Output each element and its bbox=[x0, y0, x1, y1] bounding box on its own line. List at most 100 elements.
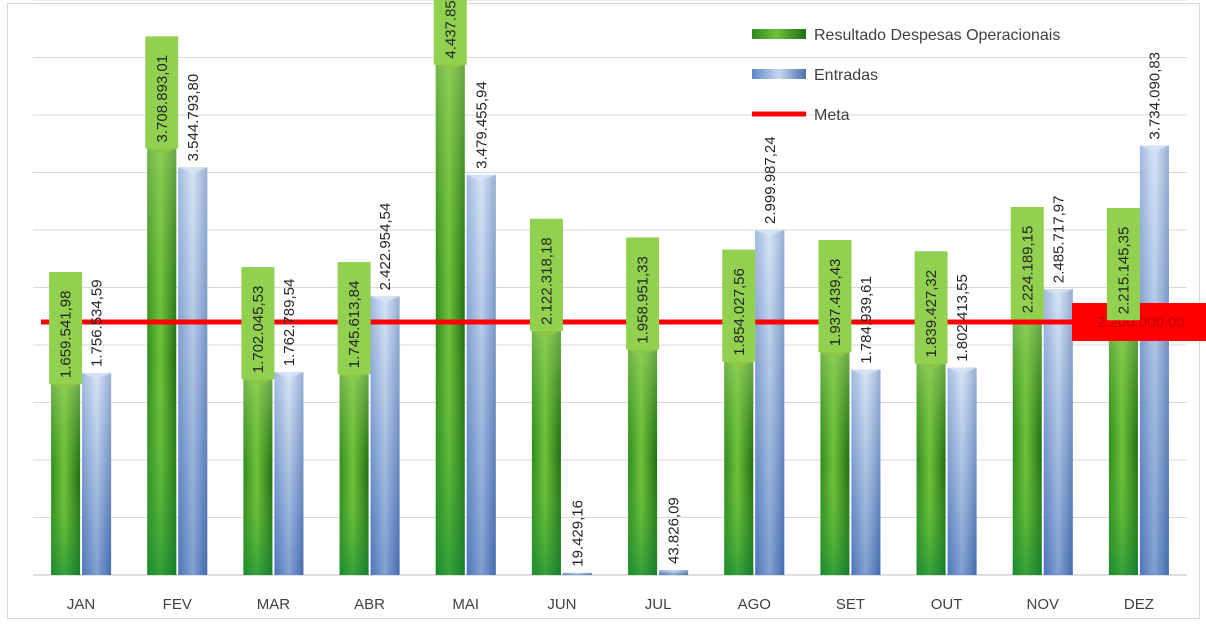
data-label-entradas-group: 2.485.717,97 bbox=[1050, 196, 1067, 284]
x-tick-label: JUN bbox=[547, 596, 576, 613]
data-label-entradas-group: 1.762.789,54 bbox=[281, 279, 298, 367]
data-label-despesas-group: 3.708.893,01 bbox=[145, 36, 179, 149]
data-label-despesas-group: 1.958.951,33 bbox=[626, 237, 660, 350]
data-label-despesas: 2.215.145,35 bbox=[1115, 227, 1132, 315]
bar-entradas bbox=[274, 372, 304, 575]
x-tick-label: ABR bbox=[354, 596, 385, 613]
x-axis-ticks: JAN FEV MAR ABR MAI JUN JUL AGO SET OUT NOV DEZ bbox=[67, 596, 1154, 613]
data-label-background bbox=[818, 239, 852, 353]
bar-despesas bbox=[628, 349, 658, 575]
data-label-entradas: 1.784.939,61 bbox=[858, 276, 875, 364]
data-label-entradas: 1.756.534,59 bbox=[89, 279, 106, 367]
bar-entradas bbox=[562, 572, 592, 575]
data-label-despesas-group: 1.839.427,32 bbox=[914, 251, 948, 364]
bar-despesas bbox=[339, 374, 369, 575]
data-label-entradas: 2.422.954,54 bbox=[377, 203, 394, 291]
x-tick-label: OUT bbox=[931, 596, 963, 613]
data-label-entradas-group: 3.734.090,83 bbox=[1146, 52, 1163, 140]
x-tick-label: MAR bbox=[257, 596, 291, 613]
data-label-despesas-group: 1.854.027,56 bbox=[722, 249, 756, 362]
data-label-despesas-group: 2.215.145,35 bbox=[1106, 208, 1140, 321]
data-label-despesas: 2.122.318,18 bbox=[538, 237, 555, 325]
data-label-background bbox=[433, 0, 467, 65]
data-label-background bbox=[1106, 208, 1140, 321]
bar-despesas bbox=[51, 384, 81, 575]
data-label-despesas: 1.958.951,33 bbox=[635, 256, 652, 344]
bar-despesas bbox=[147, 148, 177, 576]
data-label-entradas-group: 1.784.939,61 bbox=[858, 276, 875, 364]
data-label-entradas-group: 3.479.455,94 bbox=[473, 81, 490, 169]
x-tick-label: SET bbox=[836, 596, 865, 613]
data-label-background bbox=[529, 218, 563, 331]
data-label-entradas: 1.762.789,54 bbox=[281, 279, 298, 367]
x-tick-label: FEV bbox=[163, 596, 192, 613]
data-label-entradas: 43.826,09 bbox=[666, 497, 683, 564]
data-label-entradas-group: 1.756.534,59 bbox=[89, 279, 106, 367]
x-tick-label: MAI bbox=[452, 596, 479, 613]
bar-entradas bbox=[82, 372, 112, 575]
data-label-entradas: 2.999.987,24 bbox=[762, 136, 779, 224]
data-labels: 1.659.541,98 1.756.534,59 3.708.893,01 3.54… bbox=[49, 0, 1163, 567]
legend-item-meta: Meta bbox=[752, 107, 850, 124]
data-label-entradas: 2.485.717,97 bbox=[1050, 196, 1067, 284]
data-label-despesas-group: 1.659.541,98 bbox=[49, 271, 83, 385]
data-label-despesas: 1.702.045,53 bbox=[250, 286, 267, 374]
data-label-despesas-group: 2.224.189,15 bbox=[1010, 207, 1044, 320]
bar-despesas bbox=[1012, 319, 1042, 575]
bars bbox=[51, 64, 1169, 576]
bar-despesas bbox=[1108, 320, 1138, 575]
data-label-background bbox=[722, 249, 756, 362]
x-tick-label: NOV bbox=[1026, 596, 1059, 613]
data-label-entradas-group: 43.826,09 bbox=[666, 497, 683, 564]
data-label-despesas-group: 4.437.850,92 bbox=[433, 0, 467, 65]
data-label-entradas-group: 3.544.793,80 bbox=[185, 74, 202, 162]
data-label-background bbox=[914, 251, 948, 364]
data-label-entradas-group: 1.802.413,55 bbox=[954, 274, 971, 362]
legend-item-entradas: Entradas bbox=[752, 67, 878, 84]
data-label-despesas: 1.854.027,56 bbox=[731, 268, 748, 356]
data-label-background bbox=[49, 271, 83, 385]
bar-entradas bbox=[1043, 289, 1073, 575]
bar-entradas bbox=[1139, 145, 1169, 575]
legend-label: Meta bbox=[814, 107, 850, 124]
legend: Resultado Despesas Operacionais Entradas M… bbox=[752, 27, 1060, 124]
data-label-background bbox=[145, 36, 179, 149]
data-label-entradas: 3.734.090,83 bbox=[1146, 52, 1163, 140]
data-label-entradas-group: 19.429,16 bbox=[569, 500, 586, 567]
data-label-despesas: 2.224.189,15 bbox=[1019, 226, 1036, 314]
data-label-despesas: 1.839.427,32 bbox=[923, 270, 940, 358]
bar-entradas bbox=[851, 369, 881, 575]
data-label-entradas: 1.802.413,55 bbox=[954, 274, 971, 362]
legend-swatch bbox=[752, 69, 806, 79]
data-label-background bbox=[241, 267, 275, 380]
data-label-despesas-group: 1.937.439,43 bbox=[818, 239, 852, 353]
x-tick-label: JAN bbox=[67, 596, 95, 613]
bar-entradas bbox=[755, 230, 785, 575]
data-label-despesas: 3.708.893,01 bbox=[154, 55, 171, 143]
legend-item-despesas: Resultado Despesas Operacionais bbox=[752, 27, 1060, 44]
bar-despesas bbox=[724, 361, 754, 575]
data-label-despesas-group: 2.122.318,18 bbox=[529, 218, 563, 331]
bar-entradas bbox=[370, 296, 400, 575]
bar-entradas bbox=[178, 167, 208, 576]
data-label-background bbox=[337, 262, 371, 375]
legend-swatch bbox=[752, 29, 806, 39]
data-label-entradas: 3.479.455,94 bbox=[473, 81, 490, 169]
data-label-background bbox=[626, 237, 660, 350]
bar-despesas bbox=[531, 330, 561, 575]
data-label-despesas-group: 1.745.613,84 bbox=[337, 262, 371, 375]
legend-label: Entradas bbox=[814, 67, 878, 84]
data-label-despesas: 1.745.613,84 bbox=[346, 281, 363, 369]
bar-despesas bbox=[243, 379, 273, 575]
bar-entradas bbox=[466, 174, 496, 576]
bar-despesas bbox=[916, 363, 946, 575]
bar-entradas bbox=[659, 569, 689, 575]
data-label-despesas: 4.437.850,92 bbox=[442, 0, 459, 59]
gridlines bbox=[33, 0, 1187, 576]
data-label-entradas-group: 2.999.987,24 bbox=[762, 136, 779, 224]
bar-despesas bbox=[820, 352, 850, 575]
data-label-entradas: 19.429,16 bbox=[569, 500, 586, 567]
data-label-entradas: 3.544.793,80 bbox=[185, 74, 202, 162]
data-label-background bbox=[1010, 207, 1044, 320]
